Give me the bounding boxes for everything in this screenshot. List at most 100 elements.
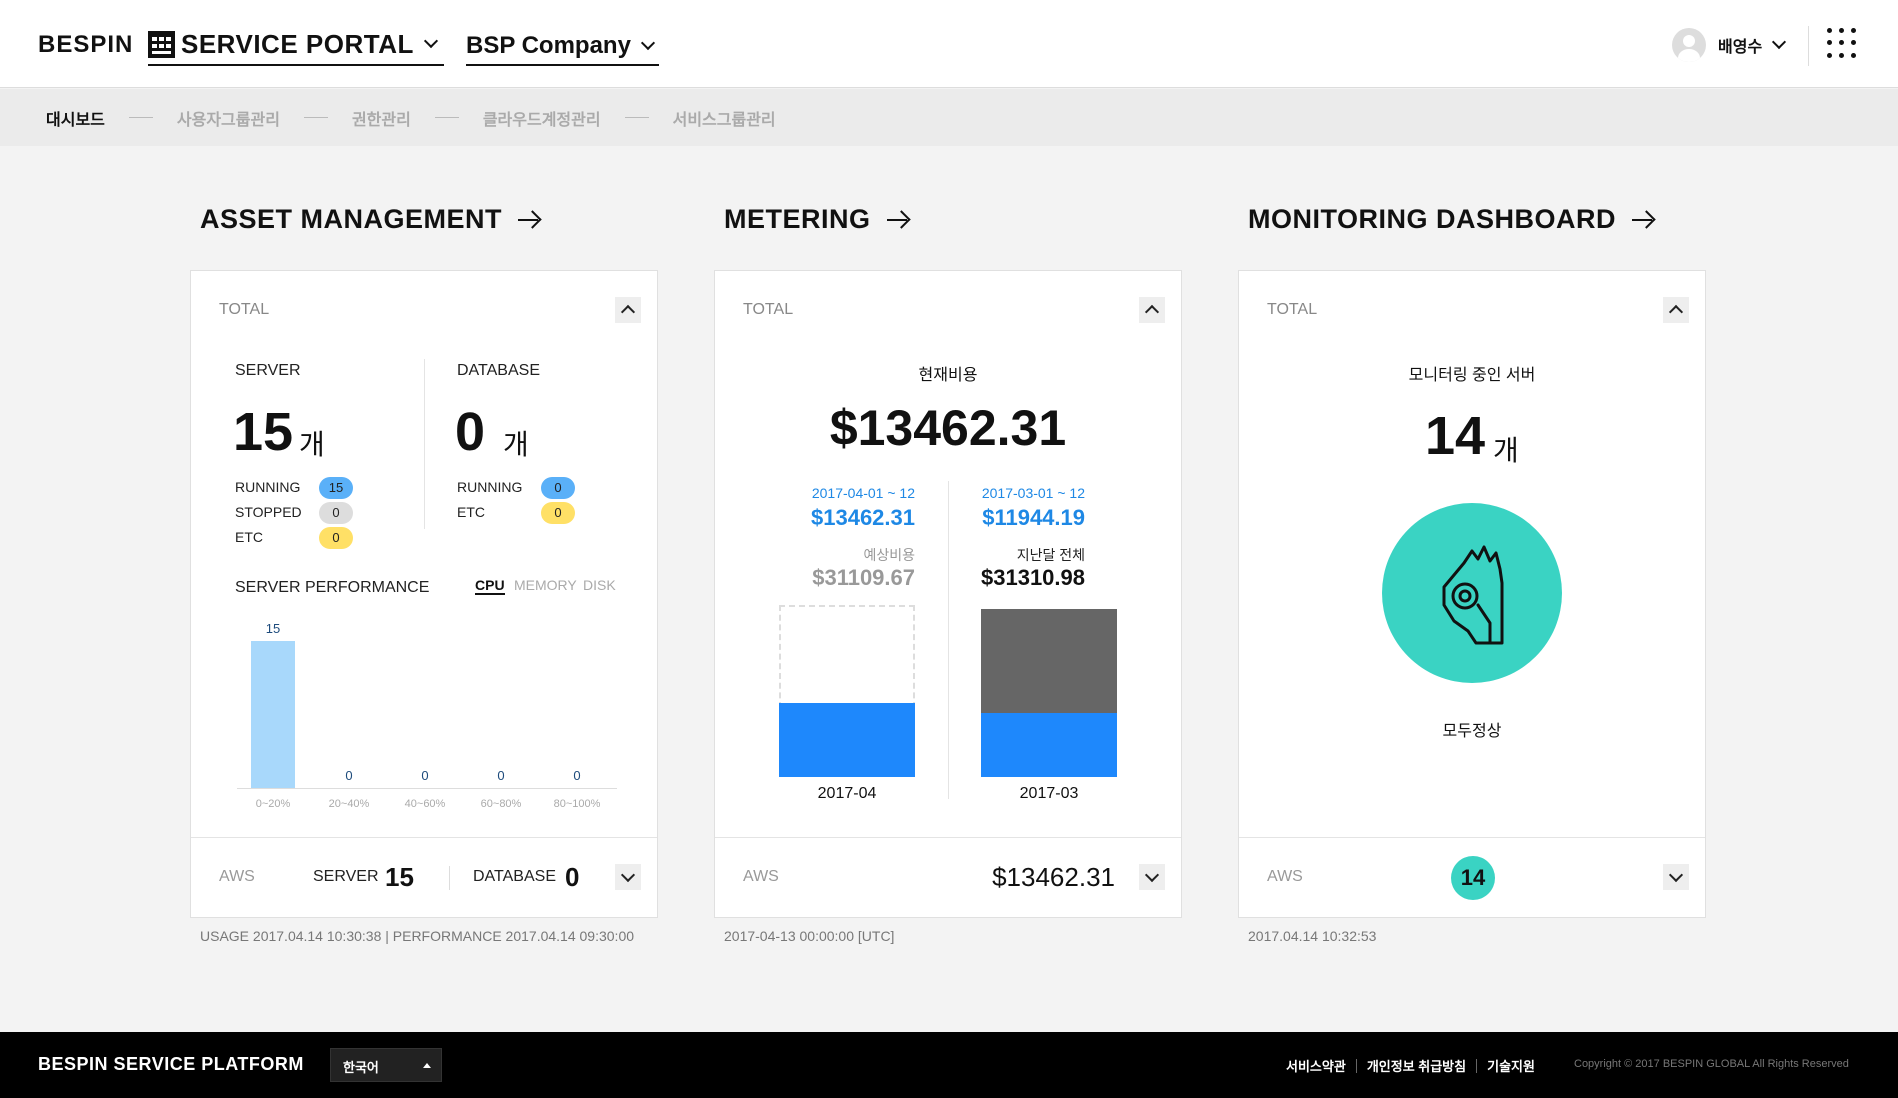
divider bbox=[1355, 1058, 1357, 1073]
chart-bar-value: 15 bbox=[265, 621, 281, 636]
monitoring-card-footer: AWS 14 bbox=[1239, 837, 1705, 918]
server-performance-label: SERVER PERFORMANCE bbox=[235, 579, 430, 596]
server-running-badge: 15 bbox=[319, 477, 353, 499]
asset-card-footer: AWS SERVER 15 DATABASE 0 bbox=[191, 837, 657, 918]
tab-disk[interactable]: DISK bbox=[583, 577, 616, 593]
forecast-bar-outline bbox=[779, 605, 915, 747]
foot-server-count: 15 bbox=[385, 862, 414, 892]
nav-item-permissions[interactable]: 권한관리 bbox=[351, 111, 411, 129]
previous-total-value: $31310.98 bbox=[981, 565, 1085, 590]
apps-grid-icon bbox=[1827, 28, 1857, 58]
server-unit: 개 bbox=[299, 429, 325, 460]
chevron-down-icon bbox=[640, 35, 656, 51]
arrow-right-icon bbox=[1632, 209, 1654, 231]
divider bbox=[948, 481, 949, 799]
aws-label: AWS bbox=[219, 868, 255, 885]
monitored-server-unit: 개 bbox=[1493, 435, 1519, 466]
chart-category-label: 20~40% bbox=[328, 798, 370, 810]
server-status-label: STOPPED bbox=[235, 504, 302, 520]
monitoring-timestamp: 2017.04.14 10:32:53 bbox=[1248, 928, 1377, 944]
server-count: 15 bbox=[233, 402, 294, 462]
collapse-button[interactable] bbox=[615, 297, 641, 323]
total-label: TOTAL bbox=[743, 301, 794, 318]
chart-bar-value: 0 bbox=[497, 768, 505, 783]
expand-button[interactable] bbox=[1663, 864, 1689, 890]
building-icon bbox=[148, 30, 175, 58]
nav-item-dashboard[interactable]: 대시보드 bbox=[46, 111, 105, 129]
nav-item-service-groups[interactable]: 서비스그룹관리 bbox=[672, 111, 776, 129]
chart-bar-value: 0 bbox=[421, 768, 429, 783]
nav-item-cloud-accounts[interactable]: 클라우드계정관리 bbox=[482, 111, 601, 129]
database-label: DATABASE bbox=[457, 362, 540, 379]
arrow-right-icon bbox=[518, 209, 540, 231]
previous-range: 2017-03-01 ~ 12 bbox=[981, 485, 1085, 501]
asset-management-title[interactable]: ASSET MANAGEMENT bbox=[200, 204, 540, 235]
current-month-label: 2017-04 bbox=[817, 785, 877, 802]
db-status-label: ETC bbox=[457, 504, 485, 520]
nav-separator bbox=[624, 117, 649, 118]
chevron-down-icon bbox=[1772, 34, 1787, 50]
all-normal-status: 모두정상 bbox=[1442, 723, 1502, 740]
previous-cost-bar bbox=[981, 713, 1117, 777]
monitored-servers-label: 모니터링 중인 서버 bbox=[1408, 367, 1536, 384]
previous-amount: $11944.19 bbox=[982, 505, 1085, 530]
current-amount: $13462.31 bbox=[811, 505, 915, 530]
db-etc-badge: 0 bbox=[541, 502, 575, 524]
avatar bbox=[1672, 28, 1706, 62]
metering-title[interactable]: METERING bbox=[724, 204, 909, 235]
company-dropdown[interactable]: BSP Company bbox=[466, 28, 659, 66]
nav-separator bbox=[434, 117, 459, 118]
status-ok-circle bbox=[1382, 503, 1562, 683]
nav-item-user-groups[interactable]: 사용자그룹관리 bbox=[176, 111, 280, 129]
divider bbox=[449, 866, 450, 890]
total-label: TOTAL bbox=[1267, 301, 1318, 318]
tab-cpu[interactable]: CPU bbox=[475, 577, 505, 595]
user-name: 배영수 bbox=[1718, 39, 1763, 56]
terms-link[interactable]: 서비스약관 bbox=[1286, 1059, 1346, 1074]
server-etc-badge: 0 bbox=[319, 527, 353, 549]
monitoring-title[interactable]: MONITORING DASHBOARD bbox=[1248, 204, 1654, 235]
chart-category-label: 80~100% bbox=[553, 798, 601, 810]
footer-title: BESPIN SERVICE PLATFORM bbox=[38, 1054, 304, 1074]
service-portal-dropdown[interactable]: SERVICE PORTAL bbox=[148, 24, 444, 66]
db-running-badge: 0 bbox=[541, 477, 575, 499]
asset-timestamp: USAGE 2017.04.14 10:30:38 | PERFORMANCE … bbox=[200, 928, 635, 944]
nav-separator bbox=[128, 117, 153, 118]
footer: BESPIN SERVICE PLATFORM 한국어 서비스약관 개인정보 취… bbox=[0, 1032, 1898, 1098]
caret-up-icon bbox=[423, 1063, 431, 1068]
bespin-logo[interactable]: BESPIN bbox=[38, 31, 134, 58]
tab-memory[interactable]: MEMORY bbox=[514, 577, 577, 593]
user-menu[interactable]: 배영수 bbox=[1672, 28, 1787, 62]
asset-card: TOTAL SERVER 15 개 RUNNING 15 STOPPED 0 E… bbox=[190, 270, 658, 918]
chart-category-label: 60~80% bbox=[480, 798, 522, 810]
chart-bar bbox=[251, 641, 295, 788]
metering-card: TOTAL 현재비용 $13462.31 2017-04-01 ~ 12 $13… bbox=[714, 270, 1182, 918]
metering-title-text: METERING bbox=[724, 204, 871, 234]
privacy-link[interactable]: 개인정보 취급방침 bbox=[1366, 1059, 1467, 1074]
language-label: 한국어 bbox=[343, 1060, 379, 1075]
top-header: BESPIN SERVICE PORTAL BSP Company 배영수 bbox=[0, 0, 1898, 88]
language-select[interactable]: 한국어 bbox=[330, 1048, 442, 1082]
expand-button[interactable] bbox=[615, 864, 641, 890]
monitored-server-count: 14 bbox=[1425, 406, 1486, 466]
support-link[interactable]: 기술지원 bbox=[1487, 1059, 1535, 1074]
chart-bar-value: 0 bbox=[345, 768, 353, 783]
previous-total-bar bbox=[981, 609, 1117, 713]
divider bbox=[424, 359, 425, 529]
total-label: TOTAL bbox=[219, 301, 270, 318]
aws-monitored-count-badge: 14 bbox=[1451, 856, 1495, 900]
chart-category-label: 0~20% bbox=[255, 798, 291, 810]
server-status-label: RUNNING bbox=[235, 479, 301, 495]
collapse-button[interactable] bbox=[1139, 297, 1165, 323]
previous-total-label: 지난달 전체 bbox=[1016, 547, 1085, 563]
forecast-label: 예상비용 bbox=[863, 547, 915, 563]
server-label: SERVER bbox=[235, 362, 301, 379]
apps-menu-button[interactable] bbox=[1808, 26, 1856, 66]
expand-button[interactable] bbox=[1139, 864, 1165, 890]
collapse-button[interactable] bbox=[1663, 297, 1689, 323]
database-count: 0 bbox=[455, 402, 486, 462]
current-cost-value: $13462.31 bbox=[829, 400, 1067, 456]
database-unit: 개 bbox=[503, 429, 529, 460]
chart-baseline bbox=[237, 788, 617, 789]
footer-links: 서비스약관 개인정보 취급방침 기술지원 bbox=[1286, 1056, 1535, 1075]
